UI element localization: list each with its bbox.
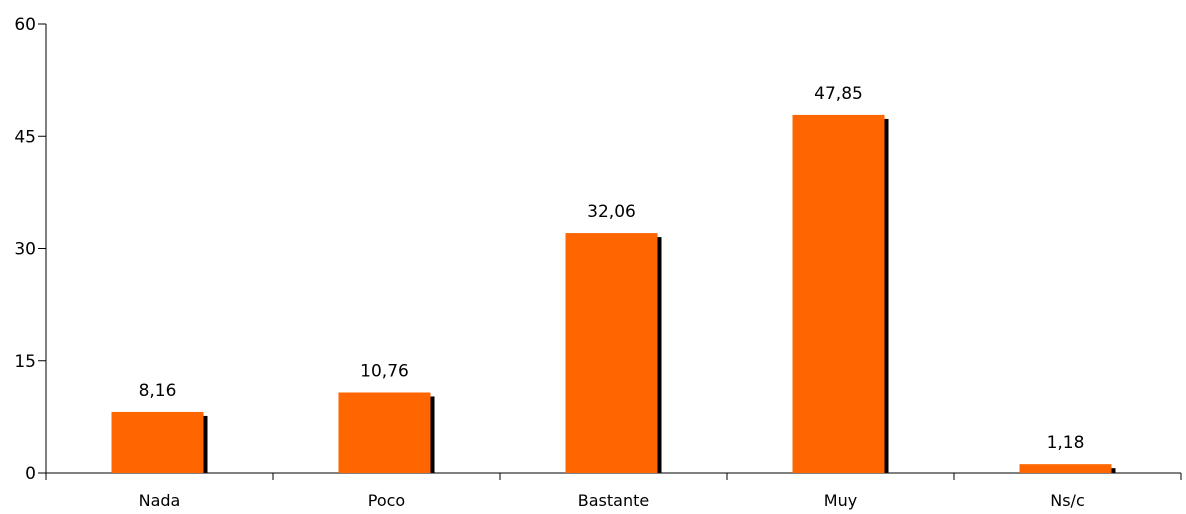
- x-category-label: Ns/c: [1050, 491, 1085, 510]
- x-category-label: Bastante: [578, 491, 649, 510]
- x-category-label: Nada: [139, 491, 181, 510]
- x-category-label: Muy: [824, 491, 857, 510]
- data-label: 32,06: [587, 202, 636, 222]
- y-tick-label: 60: [14, 15, 36, 35]
- data-label: 1,18: [1047, 433, 1085, 453]
- bar-ns-c: [1019, 464, 1112, 473]
- x-category-label: Poco: [368, 491, 405, 510]
- data-label: 10,76: [360, 361, 409, 381]
- labels: 0 15 30 45 60 8,16 Nada 10,76 Poco 32,06 Bastante 4…: [14, 15, 1084, 510]
- y-tick-label: 45: [14, 127, 36, 147]
- bar-poco: [338, 392, 431, 473]
- data-label: 8,16: [139, 381, 177, 401]
- y-tick-label: 15: [14, 352, 36, 372]
- bar-nada: [111, 411, 204, 473]
- bar-muy: [792, 114, 885, 474]
- y-tick-label: 0: [25, 464, 36, 484]
- bars: [111, 114, 1116, 474]
- bar-bastante: [565, 233, 658, 473]
- data-label: 47,85: [814, 84, 863, 104]
- y-tick-label: 30: [14, 240, 36, 260]
